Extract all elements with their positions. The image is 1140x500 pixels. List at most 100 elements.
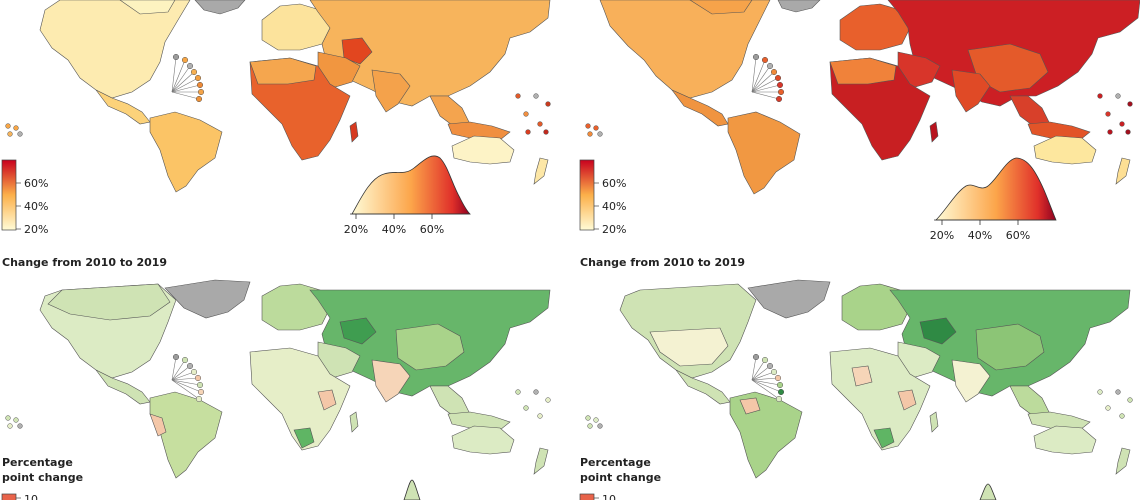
region-indonesia <box>1027 411 1091 431</box>
region-madagascar <box>929 121 939 143</box>
legend-tick-40: 40% <box>24 200 48 213</box>
region-south-asia <box>371 359 411 403</box>
legend-tick-60: 60% <box>602 177 626 190</box>
region-south-asia <box>951 359 991 403</box>
legend-bottom-right: Percentage point change 10 <box>579 456 661 500</box>
panel-heading-bottom-left: Change from 2010 to 2019 <box>2 256 167 269</box>
legend-title-line2: point change <box>580 471 661 484</box>
region-europe <box>841 283 911 331</box>
caribbean-callout <box>171 353 205 403</box>
legend-tick-20: 20% <box>602 223 626 236</box>
legend-top-left: 60% 40% 20% <box>1 159 48 236</box>
region-indonesia <box>1027 121 1091 141</box>
region-madagascar <box>349 411 359 433</box>
pacific-islands-left <box>5 415 23 429</box>
region-central-asia <box>339 317 377 345</box>
legend-bottom-left: Percentage point change 10 <box>1 456 83 500</box>
density-tick-60: 60% <box>1006 229 1030 242</box>
density-tick-60: 60% <box>420 223 444 236</box>
region-east-africa <box>317 389 337 411</box>
region-central-asia <box>341 37 373 65</box>
region-north-africa <box>829 57 897 85</box>
region-australia <box>1033 425 1097 455</box>
region-europe <box>839 3 911 51</box>
map-panel-top-left <box>5 0 551 193</box>
region-new-zealand <box>1115 157 1131 185</box>
pacific-islands-right <box>515 93 551 135</box>
pacific-islands-left <box>5 123 23 137</box>
caribbean-callout <box>171 53 205 103</box>
pacific-islands-right <box>515 389 551 419</box>
legend-tick-partial: 10 <box>24 493 38 500</box>
map-panel-bottom-left <box>5 279 551 479</box>
legend-title-line2: point change <box>2 471 83 484</box>
region-north-america <box>39 0 191 99</box>
region-arctic-islands <box>119 0 176 15</box>
region-north-america <box>599 0 771 99</box>
density-tick-20: 20% <box>344 223 368 236</box>
pacific-islands-right <box>1097 389 1133 419</box>
region-china <box>975 323 1045 371</box>
density-curve-bottom-left <box>403 479 421 500</box>
region-south-africa <box>293 427 315 449</box>
pacific-islands-right <box>1097 93 1133 135</box>
region-canada-north <box>47 283 171 321</box>
density-tick-20: 20% <box>930 229 954 242</box>
pacific-islands-left <box>585 123 603 137</box>
region-australia <box>451 135 515 165</box>
density-tick-40: 40% <box>382 223 406 236</box>
caribbean-callout <box>751 53 785 103</box>
legend-top-right: 60% 40% 20% <box>579 159 626 236</box>
map-panel-top-right <box>585 0 1140 195</box>
density-curve-top-right: 20% 40% 60% <box>930 157 1057 242</box>
region-south-asia <box>951 69 991 113</box>
region-china <box>395 323 465 371</box>
density-curve-top-left: 20% 40% 60% <box>344 155 471 236</box>
density-tick-40: 40% <box>968 229 992 242</box>
density-curve-bottom-right <box>979 483 997 500</box>
caribbean-callout <box>751 353 785 403</box>
region-africa <box>249 347 351 451</box>
region-central-america <box>675 369 731 405</box>
region-europe <box>261 283 331 331</box>
legend-title-line1: Percentage <box>580 456 651 469</box>
region-new-zealand <box>1115 447 1131 475</box>
region-greenland <box>164 279 251 319</box>
region-new-zealand <box>533 157 549 185</box>
legend-tick-partial: 10 <box>602 493 616 500</box>
panel-heading-bottom-right: Change from 2010 to 2019 <box>580 256 745 269</box>
region-madagascar <box>929 411 939 433</box>
region-peru <box>149 413 167 437</box>
region-venezuela <box>739 397 761 415</box>
region-greenland <box>747 279 831 319</box>
region-central-africa <box>851 365 873 387</box>
region-new-zealand <box>533 447 549 475</box>
region-madagascar <box>349 121 359 143</box>
region-indonesia <box>447 411 511 431</box>
region-indonesia <box>447 121 511 141</box>
region-south-america <box>729 391 803 479</box>
legend-tick-20: 20% <box>24 223 48 236</box>
region-greenland <box>194 0 246 15</box>
legend-tick-40: 40% <box>602 200 626 213</box>
region-central-america <box>95 89 151 125</box>
pacific-islands-left <box>585 415 603 429</box>
region-greenland <box>777 0 821 13</box>
region-south-america <box>727 111 801 195</box>
region-south-africa <box>873 427 895 449</box>
region-arctic-islands <box>689 0 753 15</box>
region-australia <box>451 425 515 455</box>
region-south-america <box>149 391 223 479</box>
region-east-africa <box>897 389 917 411</box>
region-central-america <box>95 369 151 405</box>
legend-title-line1: Percentage <box>2 456 73 469</box>
map-panel-bottom-right <box>585 279 1133 479</box>
region-south-asia <box>371 69 411 113</box>
legend-tick-60: 60% <box>24 177 48 190</box>
region-australia <box>1033 135 1097 165</box>
region-usa <box>649 327 729 367</box>
region-south-america <box>149 111 223 193</box>
region-central-asia <box>919 317 957 345</box>
region-north-africa <box>249 57 317 85</box>
